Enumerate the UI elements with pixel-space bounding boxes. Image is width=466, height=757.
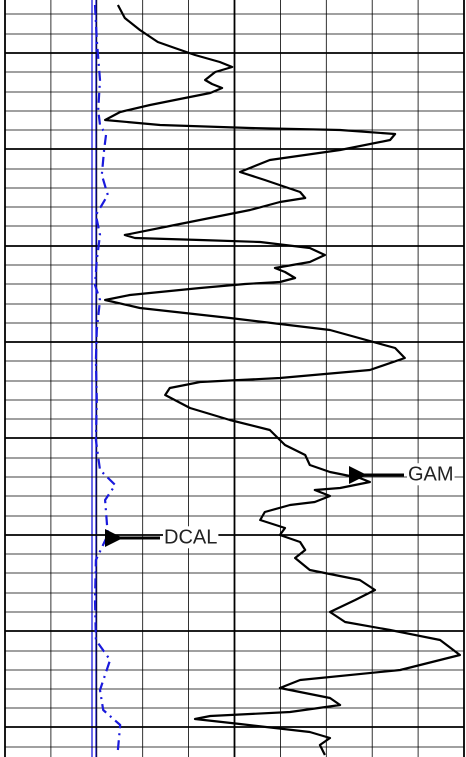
label-background <box>163 526 219 549</box>
series-line <box>104 4 461 756</box>
series-label: DCAL <box>164 526 217 548</box>
grid <box>4 0 465 757</box>
series-label: GAM <box>408 463 454 485</box>
series-line <box>93 4 122 751</box>
label-background <box>407 463 455 486</box>
